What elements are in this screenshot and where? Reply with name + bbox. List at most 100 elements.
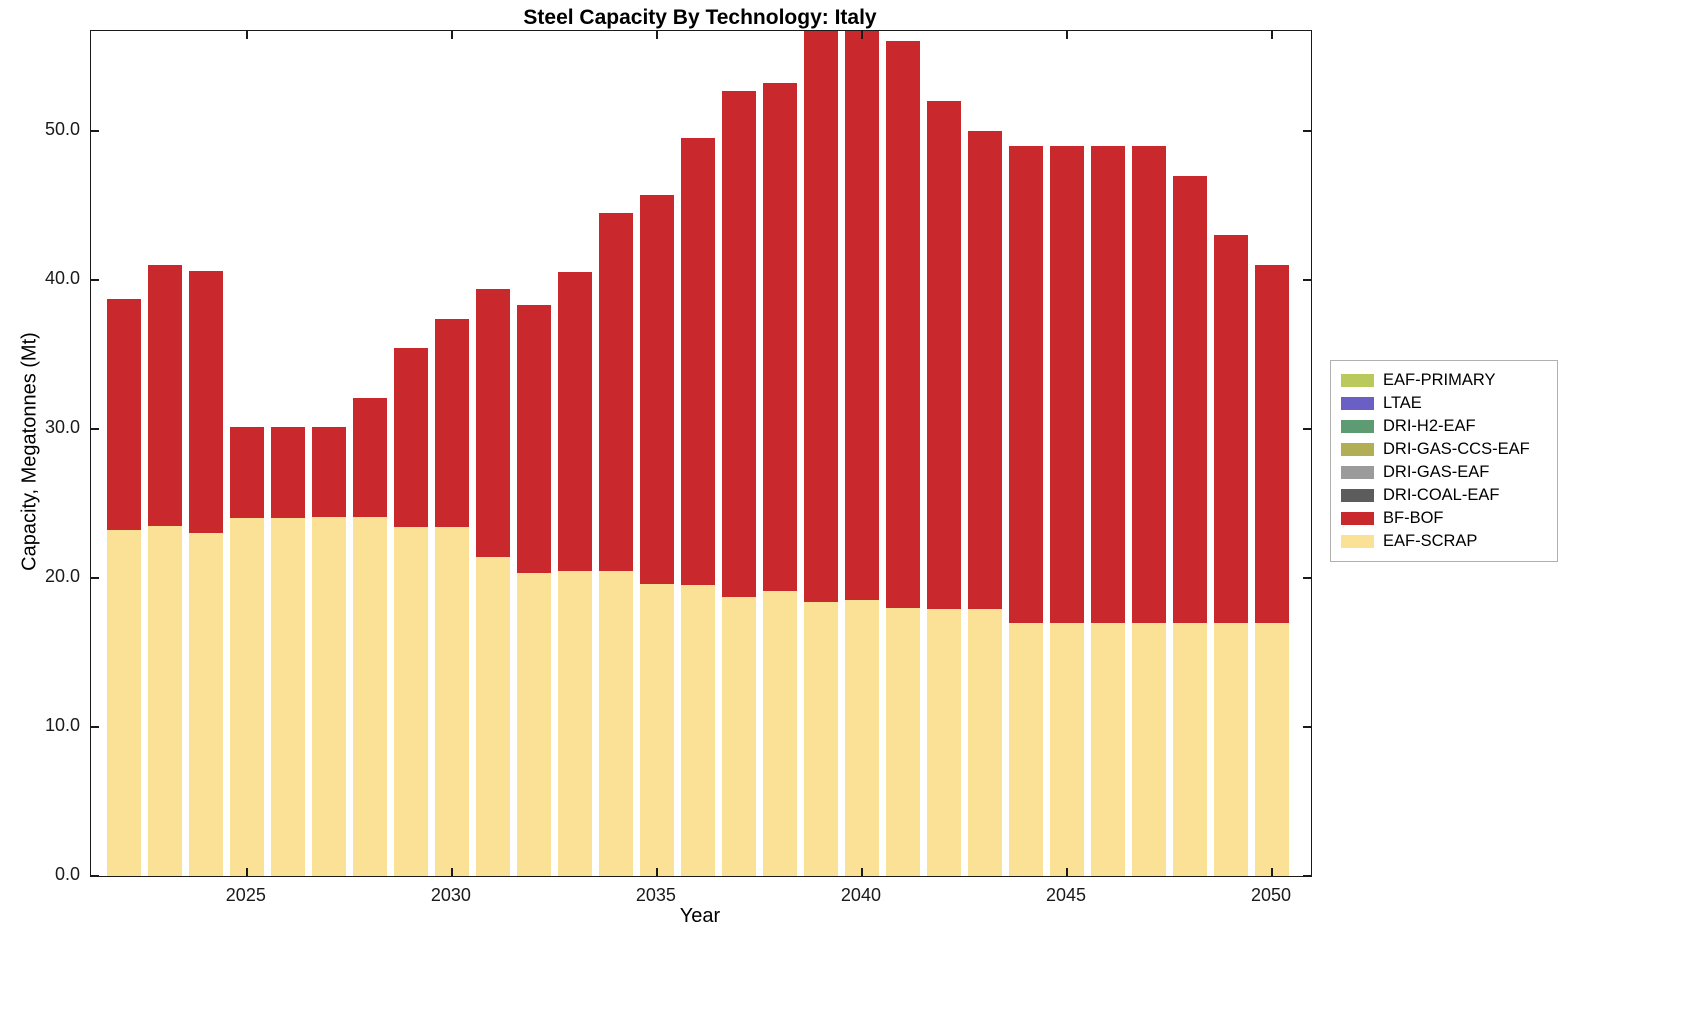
- bar-segment-eaf-scrap-2046: [1091, 622, 1125, 876]
- legend-entry-eaf-scrap: EAF-SCRAP: [1341, 530, 1547, 553]
- y-tick-mark: [91, 577, 99, 579]
- legend: EAF-PRIMARY LTAE DRI-H2-EAF DRI-GAS-CCS-EAF…: [1330, 360, 1558, 562]
- bar-segment-bf-bof-2038: [763, 83, 797, 592]
- plot-area: [90, 30, 1312, 877]
- x-tick-mark: [861, 31, 863, 39]
- bar-segment-bf-bof-2035: [640, 194, 674, 584]
- legend-label: EAF-PRIMARY: [1383, 371, 1496, 389]
- legend-swatch-eaf-scrap: [1341, 535, 1374, 548]
- legend-label: BF-BOF: [1383, 509, 1444, 527]
- bar-segment-bf-bof-2034: [599, 212, 633, 571]
- y-tick-mark: [91, 875, 99, 876]
- y-tick-mark: [91, 428, 99, 430]
- x-tick-label: 2030: [430, 885, 471, 905]
- bar-segment-bf-bof-2022: [106, 299, 141, 531]
- legend-entry-ltae: LTAE: [1341, 392, 1547, 415]
- legend-swatch-ltae: [1341, 397, 1374, 410]
- bar-segment-eaf-scrap-2025: [230, 518, 264, 876]
- chart-title: Steel Capacity By Technology: Italy: [523, 6, 877, 29]
- y-tick-mark: [1303, 279, 1311, 281]
- bar-segment-eaf-scrap-2049: [1214, 622, 1248, 876]
- bar-segment-eaf-scrap-2040: [845, 600, 879, 876]
- bar-segment-eaf-scrap-2032: [517, 573, 551, 876]
- bar-segment-eaf-scrap-2039: [804, 601, 838, 876]
- bar-segment-bf-bof-2042: [927, 101, 961, 610]
- bar-segment-bf-bof-2045: [1050, 145, 1084, 623]
- bar-segment-eaf-scrap-2045: [1050, 622, 1084, 876]
- legend-label: DRI-GAS-EAF: [1383, 463, 1490, 481]
- bar-segment-bf-bof-2043: [968, 130, 1002, 610]
- x-axis-label: Year: [679, 905, 721, 927]
- x-tick-mark: [1271, 868, 1273, 876]
- bar-segment-eaf-scrap-2042: [927, 609, 961, 876]
- bar-segment-bf-bof-2036: [681, 138, 715, 586]
- x-tick-mark: [246, 868, 248, 876]
- x-tick-mark: [451, 31, 453, 39]
- legend-swatch-bf-bof: [1341, 512, 1374, 525]
- legend-label: DRI-COAL-EAF: [1383, 486, 1500, 504]
- bar-segment-eaf-scrap-2030: [435, 527, 469, 876]
- x-tick-mark: [451, 868, 453, 876]
- y-tick-mark: [1303, 875, 1311, 876]
- bar-segment-eaf-scrap-2028: [353, 516, 387, 876]
- bar-segment-eaf-scrap-2023: [148, 525, 182, 876]
- bar-segment-bf-bof-2025: [230, 427, 264, 519]
- bar-segment-eaf-scrap-2027: [312, 516, 346, 876]
- legend-label: DRI-GAS-CCS-EAF: [1383, 440, 1530, 458]
- y-tick-mark: [91, 279, 99, 281]
- legend-entry-dri-gas-ccs-eaf: DRI-GAS-CCS-EAF: [1341, 438, 1547, 461]
- y-tick-mark: [91, 726, 99, 728]
- bar-segment-bf-bof-2048: [1173, 175, 1207, 623]
- legend-entry-eaf-primary: EAF-PRIMARY: [1341, 369, 1547, 392]
- bar-segment-bf-bof-2037: [722, 90, 756, 598]
- bar-segment-bf-bof-2028: [353, 397, 387, 517]
- bar-segment-bf-bof-2049: [1214, 235, 1248, 623]
- legend-entry-dri-gas-eaf: DRI-GAS-EAF: [1341, 461, 1547, 484]
- bar-segment-eaf-scrap-2033: [558, 570, 592, 876]
- bar-segment-bf-bof-2027: [312, 427, 346, 517]
- y-axis-label: Capacity, Megatonnes (Mt): [18, 332, 41, 571]
- bar-segment-bf-bof-2046: [1091, 145, 1125, 623]
- bar-segment-bf-bof-2041: [886, 41, 920, 608]
- bar-segment-eaf-scrap-2031: [476, 557, 510, 876]
- y-tick-label: 20.0: [44, 565, 80, 586]
- x-tick-mark: [1271, 31, 1273, 39]
- x-tick-label: 2035: [635, 885, 676, 905]
- bar-segment-eaf-scrap-2034: [599, 570, 633, 876]
- bar-segment-bf-bof-2029: [394, 348, 428, 528]
- x-tick-label: 2025: [225, 885, 266, 905]
- bar-segment-bf-bof-2030: [435, 318, 469, 528]
- y-tick-label: 30.0: [44, 416, 80, 437]
- x-tick-label: 2050: [1251, 885, 1292, 905]
- bar-segment-eaf-scrap-2038: [763, 591, 797, 876]
- bar-segment-bf-bof-2040: [845, 31, 879, 601]
- x-tick-mark: [246, 31, 248, 39]
- legend-label: EAF-SCRAP: [1383, 532, 1478, 550]
- x-tick-mark: [861, 868, 863, 876]
- y-tick-mark: [1303, 130, 1311, 132]
- bar-segment-bf-bof-2026: [271, 427, 305, 519]
- legend-swatch-dri-h2-eaf: [1341, 420, 1374, 433]
- x-tick-mark: [1066, 31, 1068, 39]
- legend-swatch-dri-coal-eaf: [1341, 489, 1374, 502]
- x-tick-mark: [656, 31, 658, 39]
- y-tick-mark: [1303, 577, 1311, 579]
- bar-segment-eaf-scrap-2029: [394, 527, 428, 876]
- x-tick-label: 2045: [1045, 885, 1087, 905]
- bar-segment-eaf-scrap-2037: [722, 597, 756, 876]
- bar-segment-eaf-scrap-2048: [1173, 622, 1207, 876]
- legend-swatch-eaf-primary: [1341, 374, 1374, 387]
- bar-segment-eaf-scrap-2022: [106, 530, 141, 876]
- bar-segment-eaf-scrap-2041: [886, 607, 920, 876]
- bar-segment-bf-bof-2024: [189, 270, 223, 534]
- bar-segment-eaf-scrap-2047: [1132, 622, 1166, 876]
- legend-entry-bf-bof: BF-BOF: [1341, 507, 1547, 530]
- y-tick-label: 10.0: [44, 714, 80, 735]
- bar-segment-eaf-scrap-2036: [681, 585, 715, 876]
- y-tick-mark: [1303, 726, 1311, 728]
- bar-segment-bf-bof-2023: [148, 264, 182, 526]
- x-tick-mark: [1066, 868, 1068, 876]
- bar-segment-bf-bof-2031: [476, 288, 510, 558]
- y-tick-label: 40.0: [44, 267, 80, 288]
